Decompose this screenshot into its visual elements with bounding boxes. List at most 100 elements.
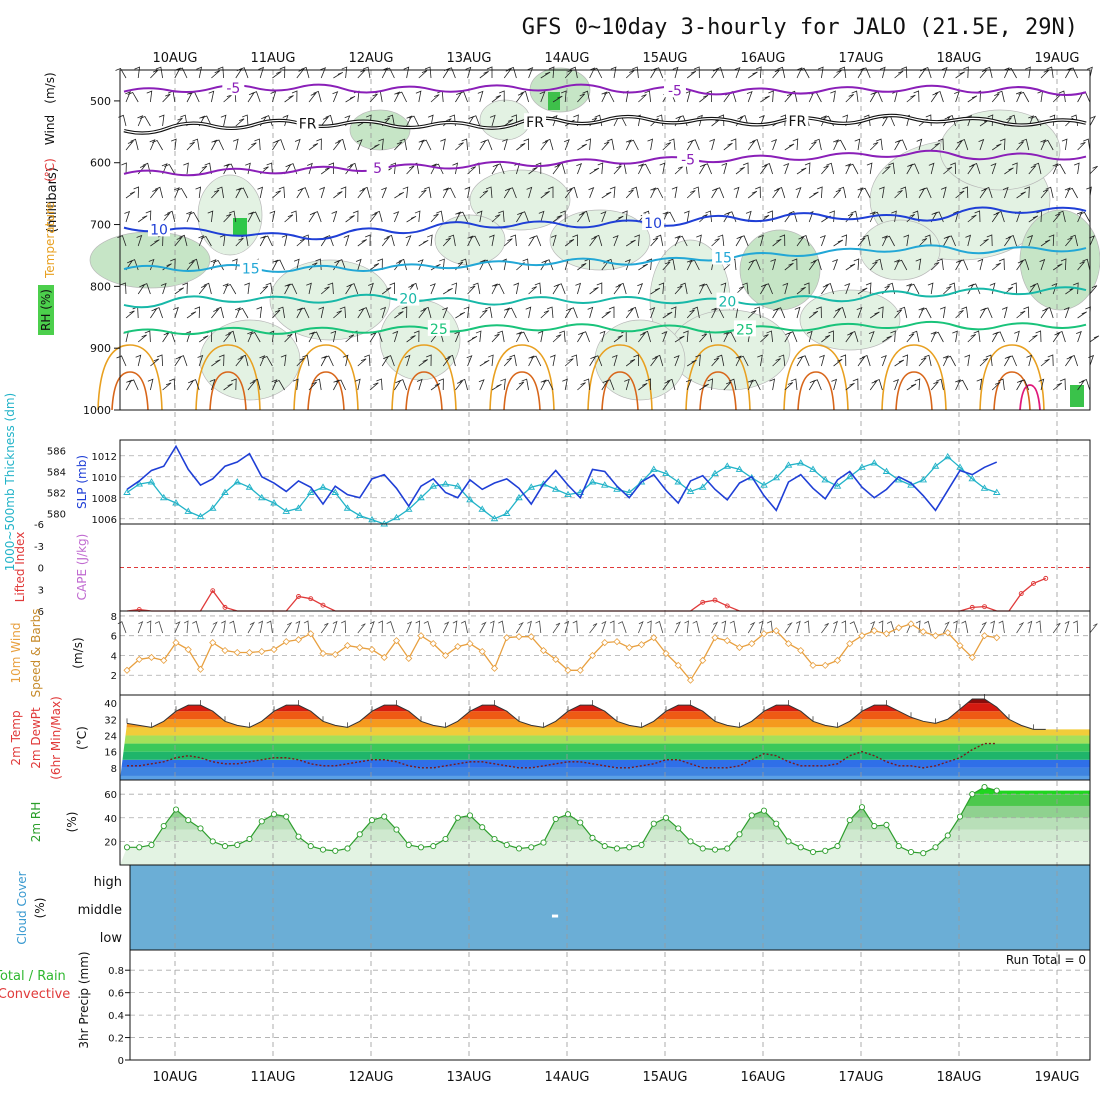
thickness-point xyxy=(600,481,609,488)
wind-barb xyxy=(1089,165,1098,175)
wind-barb xyxy=(833,308,842,319)
wind-barb xyxy=(207,210,214,223)
rh-shading-area xyxy=(379,299,461,381)
wind-barb xyxy=(390,162,397,175)
wind-barb xyxy=(772,358,781,367)
wind-barb xyxy=(320,167,331,175)
temp-bands xyxy=(120,699,1090,780)
wind-barb xyxy=(463,306,470,319)
temp-band xyxy=(120,719,1090,728)
wind-barb xyxy=(403,66,410,79)
wind-barb xyxy=(746,90,753,103)
thickness-label: 1000~500mb Thickness (dm) xyxy=(3,393,17,571)
wind-barb xyxy=(861,354,871,367)
temp2m-label: 2m Temp xyxy=(9,710,23,765)
wind-barb xyxy=(717,234,725,247)
surface-wind-barb xyxy=(711,621,719,634)
wind-barb xyxy=(721,162,728,175)
wind-barb xyxy=(637,283,644,295)
rh-point xyxy=(185,817,192,824)
wind-barb xyxy=(369,382,379,391)
wind-barb xyxy=(772,69,781,79)
wind-barb xyxy=(486,66,493,78)
wind-barb xyxy=(491,163,499,175)
wind-barb xyxy=(296,187,304,199)
wind-barb xyxy=(930,381,939,391)
cloud-cover-fill xyxy=(130,865,1090,950)
wind-barb xyxy=(564,188,574,199)
wind-barb xyxy=(342,354,349,367)
wind-barb xyxy=(489,114,496,127)
wind-barb xyxy=(971,163,981,175)
wind-speed-point xyxy=(993,634,1001,642)
wind-barb xyxy=(209,378,216,391)
date-label-top: 14AUG xyxy=(544,51,589,66)
wind-barb xyxy=(394,91,401,103)
wind-barb xyxy=(125,140,135,151)
wind-barb xyxy=(923,354,932,367)
wind-barb xyxy=(922,67,932,79)
wind-barb xyxy=(167,90,176,103)
wind-barb xyxy=(239,67,249,79)
thickness-point xyxy=(649,465,658,472)
wind-barb xyxy=(662,211,669,223)
wind-barb xyxy=(860,67,871,79)
wind-barb xyxy=(661,331,668,343)
thickness-point xyxy=(980,484,989,491)
contour-t20 xyxy=(123,286,1087,309)
wind-barb xyxy=(522,258,529,271)
surface-wind-barb xyxy=(684,620,689,634)
wind-barb xyxy=(752,138,761,151)
surface-wind-barb xyxy=(386,621,395,634)
wind-barb xyxy=(605,258,615,271)
thickness-point xyxy=(870,459,879,466)
wind-barb xyxy=(139,115,151,127)
rh-point xyxy=(809,848,817,856)
wind-barb xyxy=(694,66,700,79)
wind-barb xyxy=(185,330,192,343)
contour-t10 xyxy=(123,206,1087,241)
wind-barb xyxy=(491,95,502,103)
contour-t25 xyxy=(123,320,1087,336)
wind-barb xyxy=(645,378,651,390)
wind-barb xyxy=(328,162,335,175)
contour-label-bg xyxy=(663,81,686,98)
wind-barb xyxy=(984,66,993,79)
wind-barb xyxy=(857,187,864,199)
rh-point xyxy=(368,817,376,824)
surface-wind-barb xyxy=(784,622,793,634)
wind-barb xyxy=(564,307,573,319)
thickness-point xyxy=(551,485,560,492)
temp-band xyxy=(120,711,1090,720)
rh-point xyxy=(969,791,976,798)
wind-barb xyxy=(548,66,555,79)
wind-barb xyxy=(223,332,232,343)
wind-barb xyxy=(261,355,273,367)
wind-barb xyxy=(1040,358,1050,367)
date-label-top: 16AUG xyxy=(740,51,785,66)
surface-wind-barb xyxy=(1035,620,1042,634)
wind-barb xyxy=(776,186,786,199)
thickness-point xyxy=(698,483,707,490)
wind-barb xyxy=(934,91,944,103)
wind-barb xyxy=(234,307,241,319)
wind-barb xyxy=(650,187,657,199)
wind-barb xyxy=(991,143,1002,151)
wind-barb xyxy=(333,71,344,79)
panel-frame-precip xyxy=(129,949,1091,1061)
surface-wind-barb xyxy=(221,620,226,634)
wind-barb xyxy=(451,282,458,295)
wind-barb xyxy=(825,282,834,295)
wind-barb xyxy=(464,186,471,199)
wind-barb xyxy=(784,93,793,103)
surface-wind-barb xyxy=(1064,620,1070,634)
wind-barb xyxy=(1082,258,1091,271)
wind-barb xyxy=(735,355,742,367)
wind-barb xyxy=(368,282,374,295)
wind-barb xyxy=(856,306,863,319)
wind-barb xyxy=(1052,382,1063,391)
wind-barb xyxy=(389,282,396,295)
wind-barb xyxy=(701,283,712,295)
wind-barb xyxy=(921,187,932,199)
wind-barb xyxy=(1065,237,1073,247)
